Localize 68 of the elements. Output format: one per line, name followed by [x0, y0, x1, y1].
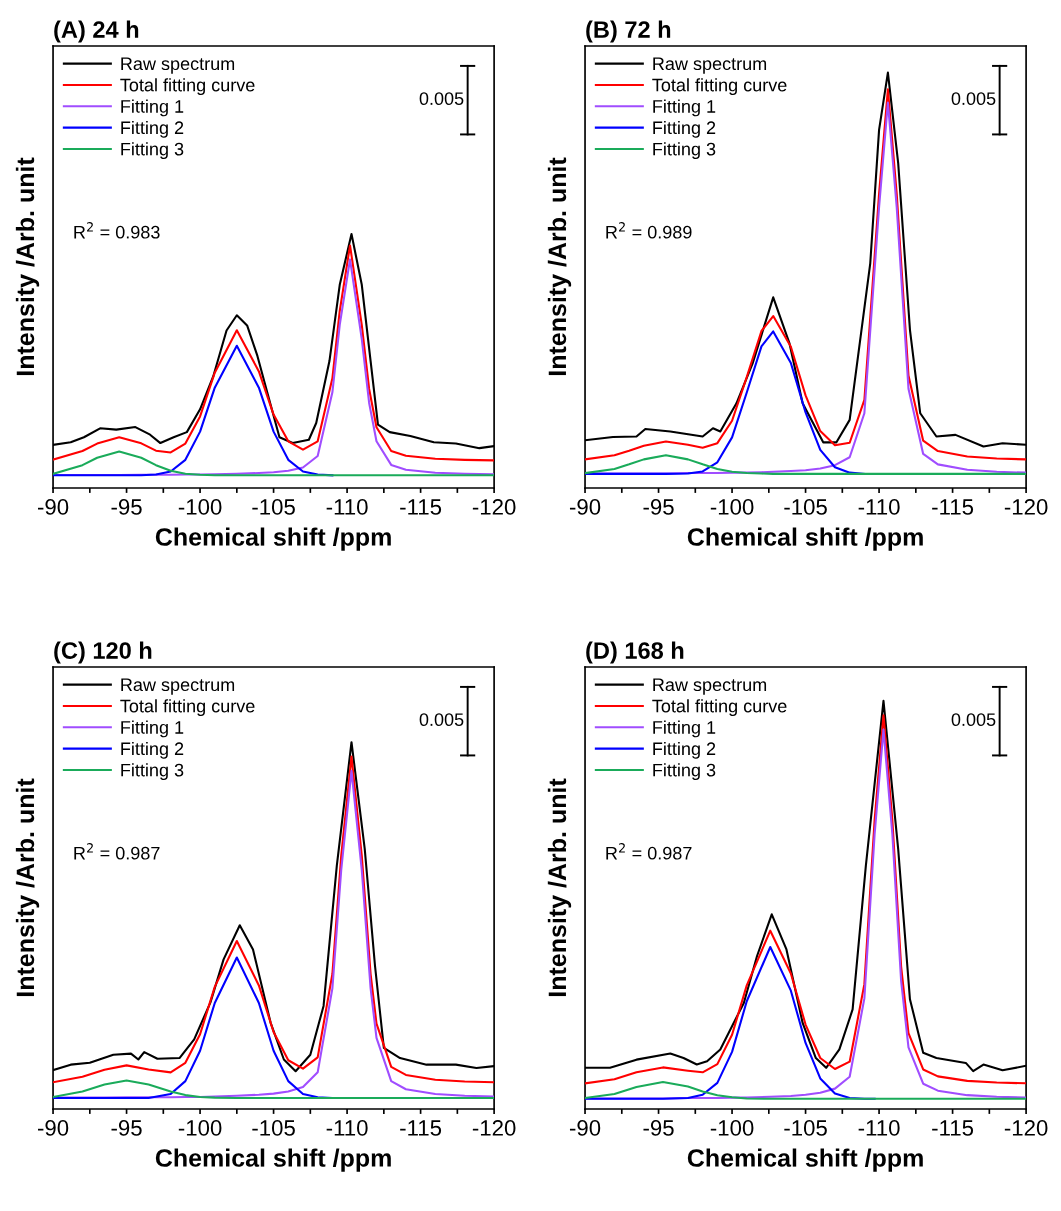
x-tick-label: -95 — [111, 499, 142, 515]
x-tick-label: -90 — [569, 1120, 601, 1136]
legend-label: Fitting 2 — [121, 120, 184, 138]
x-axis-title: Chemical shift /ppm — [687, 1148, 923, 1172]
x-tick-label: -95 — [643, 1120, 674, 1136]
x-axis-title: Chemical shift /ppm — [687, 527, 923, 551]
x-tick-label: -120 — [1004, 1120, 1048, 1136]
legend-label: Fitting 1 — [653, 99, 716, 117]
x-tick-label: -115 — [932, 1120, 974, 1136]
text: 0.005 — [419, 713, 464, 727]
x-tick-label: -100 — [710, 499, 754, 515]
legend-label: Fitting 1 — [121, 720, 184, 738]
legend-label: Fitting 2 — [653, 120, 716, 138]
annotation: R$^{2}$ = 0.983 — [74, 222, 160, 239]
x-tick-label: -105 — [784, 499, 827, 515]
x-tick-label: -115 — [400, 1120, 442, 1136]
y-axis-title: Intensity /Arb. unit — [15, 778, 40, 997]
chart-title: (C) 120 h — [54, 641, 152, 664]
legend-label: Fitting 3 — [653, 763, 716, 781]
legend-label: Fitting 2 — [653, 741, 716, 759]
legend-label: Fitting 1 — [121, 99, 184, 117]
x-tick-label: -120 — [472, 499, 516, 515]
x-tick-label: -100 — [178, 499, 222, 515]
x-tick-label: -95 — [111, 1120, 142, 1136]
x-tick-label: -110 — [326, 499, 368, 515]
legend-label: Total fitting curve — [120, 699, 255, 717]
chart-title: (A) 24 h — [54, 20, 139, 43]
legend-label: Raw spectrum — [653, 678, 767, 695]
x-tick-label: -105 — [252, 1120, 295, 1136]
x-tick-label: -90 — [569, 499, 601, 515]
legend-label: Raw spectrum — [121, 678, 235, 695]
y-axis-title: Intensity /Arb. unit — [15, 157, 40, 376]
legend-label: Raw spectrum — [653, 57, 767, 74]
x-tick-label: -115 — [932, 499, 974, 515]
annotation: R$^{2}$ = 0.987 — [74, 843, 160, 860]
legend-label: Total fitting curve — [120, 78, 255, 96]
annotation: R$^{2}$ = 0.987 — [606, 843, 692, 860]
x-tick-label: -105 — [252, 499, 295, 515]
y-axis-title: Intensity /Arb. unit — [547, 157, 572, 376]
annotation: 0.005 — [951, 713, 996, 727]
chart-title: (B) 72 h — [586, 20, 671, 43]
x-tick-label: -110 — [858, 499, 900, 515]
annotation: R$^{2}$ = 0.989 — [606, 222, 692, 239]
legend-label: Fitting 3 — [121, 142, 184, 160]
legend-label: Fitting 3 — [653, 142, 716, 160]
y-axis-title: Intensity /Arb. unit — [547, 778, 572, 997]
legend-label: Fitting 1 — [653, 720, 716, 738]
x-tick-label: -100 — [178, 1120, 222, 1136]
legend-label: Fitting 2 — [121, 741, 184, 759]
x-tick-label: -100 — [710, 1120, 754, 1136]
chart-title: (D) 168 h — [586, 641, 684, 664]
annotation: 0.005 — [951, 92, 996, 106]
x-tick-label: -90 — [37, 499, 69, 515]
x-tick-label: -110 — [326, 1120, 368, 1136]
legend-label: Raw spectrum — [121, 57, 235, 74]
legend-label: Total fitting curve — [652, 78, 787, 96]
x-tick-label: -120 — [472, 1120, 516, 1136]
x-tick-label: -95 — [643, 499, 674, 515]
x-axis-title: Chemical shift /ppm — [155, 527, 391, 551]
x-axis-title: Chemical shift /ppm — [155, 1148, 391, 1172]
legend-label: Fitting 3 — [121, 763, 184, 781]
x-tick-label: -115 — [400, 499, 442, 515]
x-tick-label: -120 — [1004, 499, 1048, 515]
text: 0.005 — [419, 92, 464, 106]
x-tick-label: -90 — [37, 1120, 69, 1136]
legend-label: Total fitting curve — [652, 699, 787, 717]
x-tick-label: -105 — [784, 1120, 827, 1136]
x-tick-label: -110 — [858, 1120, 900, 1136]
